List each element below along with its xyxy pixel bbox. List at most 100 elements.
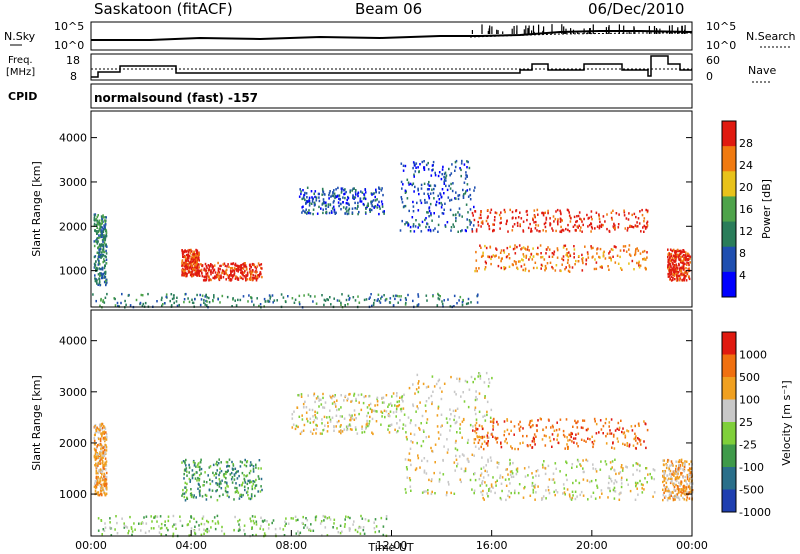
- power-echo-cell: [564, 244, 567, 247]
- velocity-echo-cell: [474, 408, 476, 412]
- velocity-echo-cell: [402, 407, 405, 410]
- power-echo-cell: [682, 278, 685, 281]
- velocity-echo-cell: [95, 462, 97, 465]
- power-echo-cell: [479, 213, 482, 216]
- power-echo-cell: [588, 223, 591, 227]
- power-echo-cell: [516, 245, 518, 249]
- power-echo-cell: [609, 250, 611, 253]
- velocity-echo-cell: [218, 478, 221, 481]
- velocity-echo-cell: [241, 484, 243, 487]
- power-echo-cell: [407, 181, 410, 184]
- velocity-echo-cell: [215, 482, 217, 485]
- velocity-echo-cell: [203, 532, 205, 535]
- power-echo-cell: [406, 197, 409, 200]
- velocity-echo-cell: [116, 521, 118, 525]
- velocity-echo-cell: [104, 522, 106, 525]
- power-echo-cell: [440, 177, 443, 181]
- power-echo-cell: [506, 246, 509, 250]
- velocity-echo-cell: [576, 426, 579, 429]
- velocity-echo-cell: [369, 407, 372, 411]
- velocity-echo-cell: [542, 428, 545, 432]
- velocity-echo-cell: [341, 430, 344, 433]
- power-echo-cell: [244, 264, 247, 267]
- velocity-echo-cell: [272, 519, 275, 522]
- velocity-echo-cell: [351, 417, 354, 420]
- velocity-echo-cell: [453, 492, 456, 495]
- power-echo-cell: [520, 217, 523, 220]
- velocity-echo-cell: [374, 404, 376, 407]
- velocity-echo-cell: [382, 396, 385, 399]
- velocity-echo-cell: [228, 465, 231, 468]
- velocity-echo-cell: [314, 413, 316, 417]
- velocity-echo-cell: [142, 522, 144, 525]
- power-echo-cell: [514, 252, 517, 255]
- velocity-echo-cell: [500, 441, 502, 444]
- velocity-echo-cell: [315, 397, 318, 400]
- power-echo-cell: [608, 229, 611, 233]
- power-echo-cell: [192, 262, 195, 265]
- power-echo-cell: [542, 214, 545, 217]
- velocity-echo-cell: [99, 492, 102, 495]
- power-echo-cell: [371, 304, 373, 308]
- velocity-echo-cell: [218, 482, 221, 486]
- power-echo-cell: [677, 274, 680, 278]
- power-echo-cell: [240, 266, 242, 269]
- power-echo-region: [298, 186, 385, 216]
- velocity-echo-cell: [355, 397, 357, 401]
- velocity-echo-cell: [592, 491, 595, 494]
- velocity-echo-cell: [102, 425, 105, 428]
- power-echo-cell: [518, 244, 521, 247]
- velocity-echo-cell: [305, 411, 308, 414]
- power-echo-cell: [646, 224, 649, 227]
- velocity-echo-cell: [593, 417, 596, 421]
- power-echo-cell: [103, 224, 105, 227]
- power-echo-cell: [412, 223, 415, 226]
- power-y-tick-label: 1000: [59, 265, 87, 278]
- power-echo-cell: [99, 226, 101, 229]
- power-echo-cell: [601, 266, 603, 269]
- velocity-echo-cell: [245, 474, 247, 478]
- power-echo-cell: [97, 236, 100, 240]
- velocity-echo-cell: [101, 426, 104, 430]
- power-echo-cell: [420, 187, 423, 190]
- power-echo-cell: [556, 208, 559, 212]
- power-echo-cell: [667, 265, 669, 268]
- freq-label-line1: Freq.: [8, 55, 33, 66]
- velocity-echo-cell: [532, 488, 535, 492]
- velocity-colorbar-segment: [722, 399, 736, 423]
- power-echo-cell: [183, 274, 185, 277]
- power-echo-cell: [638, 222, 641, 225]
- power-echo-cell: [207, 264, 210, 267]
- velocity-colorbar-segment: [722, 332, 736, 355]
- power-echo-cell: [250, 266, 252, 269]
- power-echo-cell: [357, 212, 359, 216]
- velocity-echo-cell: [189, 520, 191, 523]
- power-echo-cell: [610, 257, 612, 261]
- velocity-echo-cell: [673, 488, 675, 491]
- velocity-echo-cell: [402, 400, 404, 403]
- velocity-echo-cell: [405, 491, 407, 494]
- power-echo-cell: [193, 266, 196, 269]
- velocity-echo-cell: [589, 438, 591, 441]
- velocity-echo-cell: [666, 478, 669, 482]
- velocity-echo-cell: [663, 479, 666, 482]
- power-echo-cell: [482, 251, 484, 254]
- power-echo-cell: [509, 208, 511, 212]
- velocity-echo-cell: [100, 450, 102, 453]
- power-echo-cell: [368, 297, 370, 300]
- velocity-echo-cell: [389, 410, 392, 413]
- velocity-echo-cell: [248, 481, 251, 484]
- velocity-echo-cell: [101, 478, 104, 482]
- power-echo-cell: [102, 243, 104, 247]
- power-echo-cell: [672, 276, 674, 280]
- power-echo-cell: [686, 263, 688, 266]
- power-echo-cell: [94, 279, 97, 283]
- velocity-echo-cell: [255, 533, 257, 537]
- velocity-echo-cell: [238, 474, 240, 478]
- velocity-echo-cell: [368, 420, 371, 423]
- velocity-echo-cell: [338, 430, 340, 433]
- power-echo-cell: [668, 261, 670, 264]
- velocity-echo-cell: [509, 473, 512, 476]
- power-echo-cell: [370, 293, 372, 296]
